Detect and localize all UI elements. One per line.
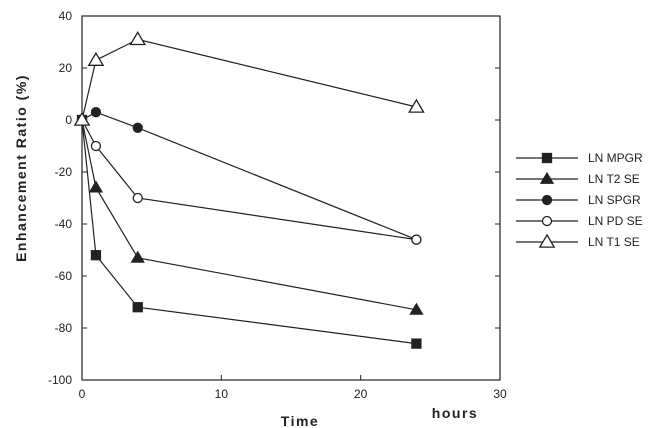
y-axis-title: Enhancement Ratio (%) (13, 74, 29, 262)
data-point-ln-t1-se (408, 98, 425, 113)
data-point-ln-spgr (90, 107, 102, 118)
y-tick-label: -40 (55, 217, 73, 231)
legend-label: LN MPGR (588, 151, 643, 165)
data-point-ln-pd-se (411, 234, 422, 245)
legend-marker-ln-t1-se (538, 233, 556, 248)
series-line-ln-mpgr (81, 119, 417, 345)
legend-item-ln-t2-se: LN T2 SE (516, 171, 640, 186)
legend-label: LN T1 SE (588, 235, 640, 249)
y-tick-label: -60 (55, 269, 73, 283)
x-tick-label: 10 (215, 387, 229, 401)
data-point-ln-pd-se (90, 140, 102, 152)
y-tick-label: 0 (65, 113, 72, 127)
plot-frame (81, 15, 501, 381)
data-point-ln-t2-se (130, 250, 145, 263)
series-line-ln-t1-se (81, 38, 417, 121)
x-tick-label: 20 (354, 387, 368, 401)
data-point-ln-t2-se (409, 302, 424, 315)
legend-item-ln-pd-se: LN PD SE (516, 214, 643, 228)
legend-marker-ln-pd-se (541, 215, 553, 227)
legend-item-ln-spgr: LN SPGR (516, 193, 641, 207)
legend-item-ln-t1-se: LN T1 SE (516, 233, 640, 249)
y-tick-label: 40 (59, 9, 73, 23)
series-layer (73, 31, 425, 349)
data-point-ln-spgr (132, 122, 143, 133)
series-ln-mpgr (76, 114, 422, 349)
y-tick-label: -20 (55, 165, 73, 179)
data-point-ln-t1-se (129, 31, 147, 46)
legend-marker-ln-mpgr (541, 152, 553, 164)
legend: LN MPGR LN T2 SE LN SPGR LN PD SE LN T1 SE (516, 151, 643, 249)
data-point-ln-mpgr (132, 302, 143, 313)
data-point-ln-mpgr (90, 250, 102, 261)
data-point-ln-t2-se (88, 180, 104, 193)
y-tick-label: -80 (55, 321, 73, 335)
x-axis-ticks: 0 10 20 30 (79, 375, 507, 401)
data-point-ln-mpgr (411, 338, 422, 349)
series-line-ln-pd-se (81, 119, 417, 241)
legend-item-ln-mpgr: LN MPGR (516, 151, 643, 165)
series-ln-spgr (76, 107, 422, 245)
series-line-ln-t2-se (81, 119, 417, 311)
x-axis-unit-label: hours (432, 405, 478, 421)
legend-label: LN PD SE (588, 214, 643, 228)
data-point-ln-t1-se (87, 51, 105, 66)
y-tick-label: -100 (48, 373, 72, 387)
series-line-ln-spgr (81, 111, 417, 241)
legend-marker-ln-spgr (541, 194, 553, 206)
series-ln-pd-se (76, 114, 422, 245)
x-tick-label: 0 (79, 387, 86, 401)
x-axis-title: Time (281, 413, 319, 428)
y-tick-label: 20 (59, 61, 73, 75)
series-ln-t1-se (73, 31, 425, 126)
data-point-ln-pd-se (132, 192, 143, 204)
legend-label: LN SPGR (588, 193, 641, 207)
legend-marker-ln-t2-se (539, 171, 555, 184)
legend-label: LN T2 SE (588, 172, 640, 186)
data-point-ln-t1-se (73, 111, 91, 126)
y-axis-ticks: 40 20 0 -20 -40 -60 -80 -100 (48, 9, 500, 387)
plot-area-border (81, 15, 501, 381)
x-tick-label: 30 (493, 387, 507, 401)
